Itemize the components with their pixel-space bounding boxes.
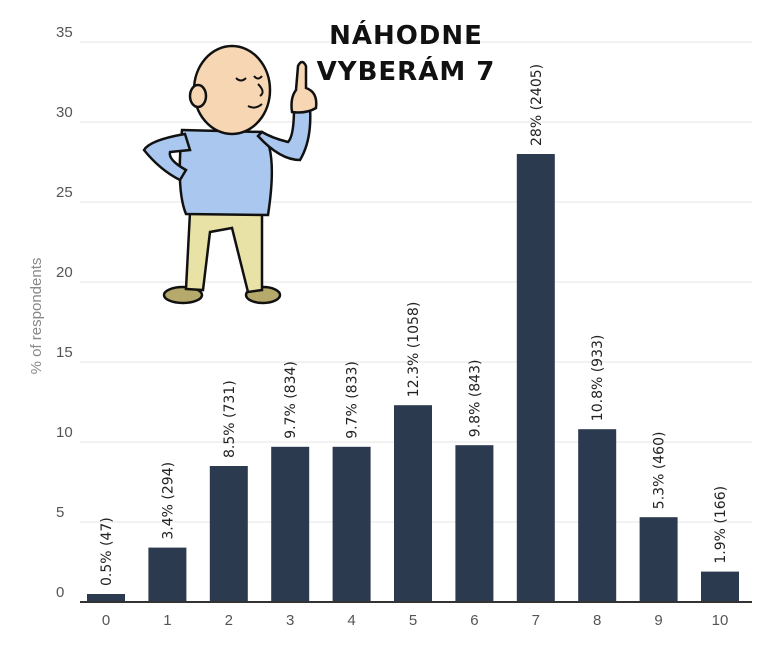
bar-10: [701, 571, 739, 602]
x-tick-label: 1: [163, 612, 171, 629]
y-tick-label: 10: [56, 424, 73, 441]
smile: [247, 103, 263, 109]
data-label-1: 3.4% (294): [160, 462, 176, 540]
bar-7: [516, 154, 555, 602]
y-axis-ticks: 0 5 10 15 20 25 30 35: [56, 24, 73, 601]
bar-1: [148, 547, 187, 602]
bar-4: [332, 446, 371, 602]
x-tick-label: 4: [347, 612, 355, 629]
left-arm: [142, 132, 192, 182]
x-tick-label: 10: [712, 612, 729, 629]
bar-0: [87, 594, 125, 602]
data-label-0: 0.5% (47): [99, 517, 115, 586]
cartoon-man-illustration: [142, 44, 318, 305]
data-label-2: 8.5% (731): [222, 380, 238, 458]
bar-5: [394, 405, 432, 602]
bar-3: [271, 446, 310, 602]
x-tick-label: 2: [225, 612, 233, 629]
bar-2: [209, 466, 248, 602]
y-axis-label: % of respondents: [28, 258, 45, 375]
caption-line-2: VYBERÁM 7: [317, 55, 496, 87]
ear: [188, 83, 208, 109]
closed-eye-right: [253, 75, 263, 80]
y-tick-label: 15: [56, 344, 73, 361]
y-tick-label: 20: [56, 264, 73, 281]
data-labels: 0.5% (47) 3.4% (294) 8.5% (731) 9.7% (834) 9…: [99, 64, 729, 586]
pants: [184, 210, 264, 294]
y-tick-label: 5: [56, 504, 64, 521]
data-label-10: 1.9% (166): [713, 486, 729, 564]
data-label-9: 5.3% (460): [652, 432, 668, 510]
y-tick-label: 0: [56, 584, 64, 601]
bar-8: [578, 429, 617, 602]
bar-6: [455, 445, 494, 602]
bar-9: [639, 517, 678, 602]
x-tick-label: 5: [409, 612, 417, 629]
x-tick-label: 8: [593, 612, 601, 629]
y-tick-label: 30: [56, 104, 73, 121]
y-tick-label: 35: [56, 24, 73, 41]
shirt: [178, 128, 274, 217]
data-label-7: 28% (2405): [529, 64, 545, 146]
x-axis-ticks: 0 1 2 3 4 5 6 7 8 9 10: [102, 612, 729, 629]
left-shoe: [162, 285, 204, 305]
nose: [257, 83, 264, 97]
data-label-5: 12.3% (1058): [406, 302, 422, 397]
x-tick-label: 0: [102, 612, 110, 629]
data-label-6: 9.8% (843): [467, 360, 483, 438]
caption-line-1: NÁHODNE: [329, 19, 483, 51]
pointing-hand: [290, 60, 318, 114]
y-tick-label: 25: [56, 184, 73, 201]
data-label-8: 10.8% (933): [590, 335, 606, 422]
x-tick-label: 7: [532, 612, 540, 629]
x-tick-label: 9: [654, 612, 662, 629]
x-tick-label: 6: [470, 612, 478, 629]
closed-eye-left: [235, 77, 247, 82]
x-tick-label: 3: [286, 612, 294, 629]
data-label-3: 9.7% (834): [283, 361, 299, 439]
bars: [87, 154, 739, 602]
data-label-4: 9.7% (833): [345, 361, 361, 439]
